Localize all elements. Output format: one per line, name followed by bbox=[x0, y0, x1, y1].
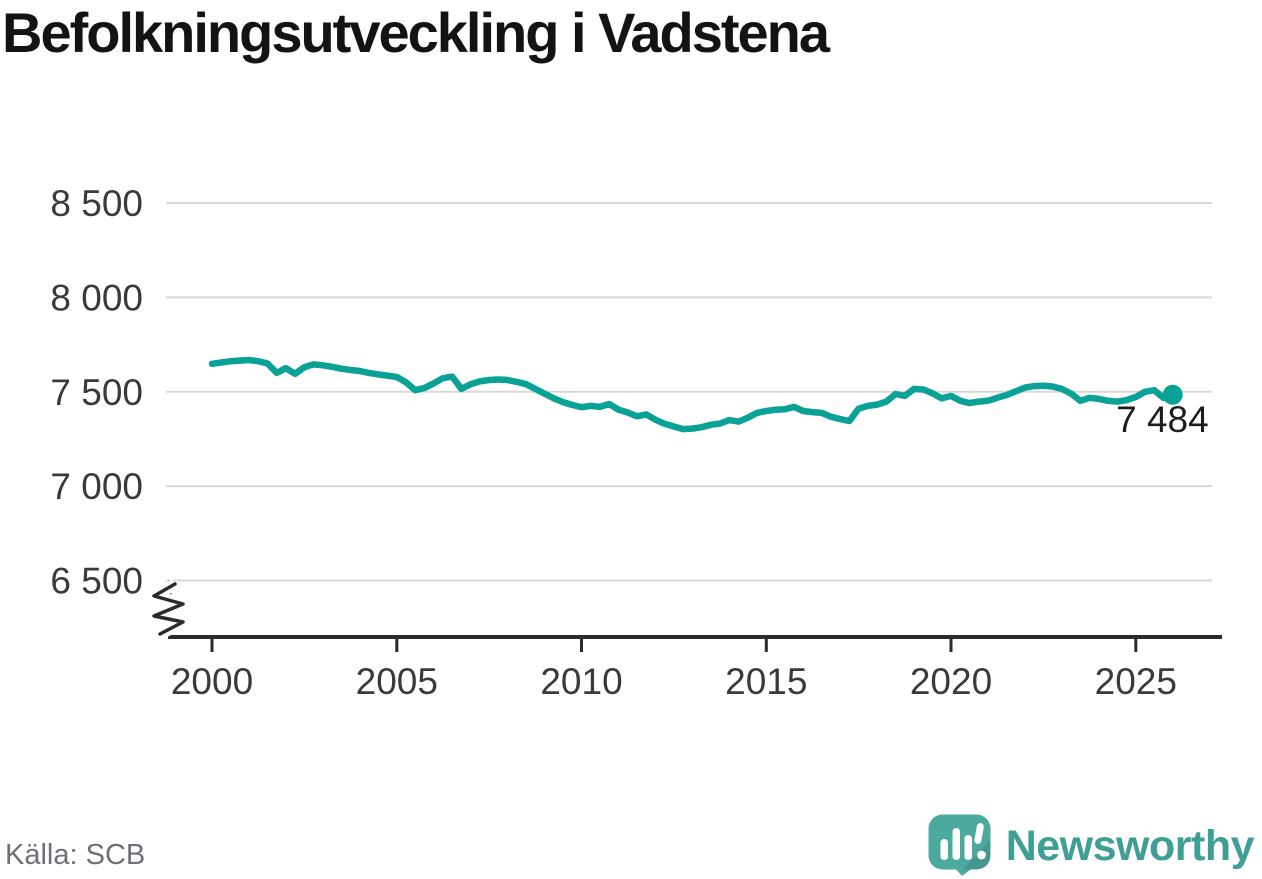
newsworthy-wordmark: Newsworthy bbox=[1005, 822, 1255, 870]
x-tick-label: 2025 bbox=[1095, 661, 1177, 702]
y-tick-label: 8 000 bbox=[50, 277, 143, 318]
end-point-marker bbox=[1162, 384, 1183, 405]
y-tick-label: 7 000 bbox=[50, 466, 143, 507]
population-line bbox=[208, 356, 1176, 433]
newsworthy-logo: Newsworthy bbox=[928, 814, 1255, 876]
x-tick-label: 2010 bbox=[540, 661, 622, 702]
y-tick-label: 8 500 bbox=[50, 183, 143, 224]
exclamation-glyph bbox=[974, 823, 986, 860]
y-tick-label: 6 500 bbox=[50, 561, 143, 602]
speech-bubble-tail bbox=[952, 866, 975, 876]
x-tick-label: 2020 bbox=[910, 661, 992, 702]
newsworthy-logo-icon bbox=[928, 814, 991, 876]
bubble-shade bbox=[961, 840, 990, 870]
page-title: Befolkningsutveckling i Vadstena bbox=[2, 1, 830, 64]
bar-chart-glyph bbox=[940, 828, 972, 860]
y-tick-label: 7 500 bbox=[50, 372, 143, 413]
x-tick-label: 2000 bbox=[171, 661, 253, 702]
x-tick-label: 2015 bbox=[725, 661, 807, 702]
x-tick-label: 2005 bbox=[356, 661, 438, 702]
axis-break-icon bbox=[152, 582, 185, 636]
end-value-label: 7 484 bbox=[1116, 399, 1209, 440]
source-note: Källa: SCB bbox=[5, 839, 146, 871]
